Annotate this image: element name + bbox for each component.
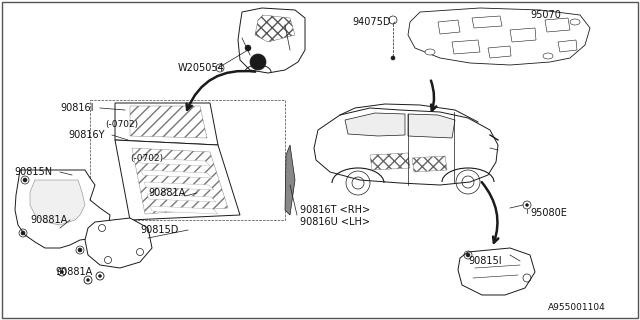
Polygon shape (458, 248, 535, 295)
Polygon shape (412, 156, 447, 172)
Circle shape (21, 231, 25, 235)
Polygon shape (255, 15, 295, 42)
Circle shape (23, 178, 27, 182)
Text: 90816Y: 90816Y (68, 130, 104, 140)
Polygon shape (130, 106, 207, 138)
Polygon shape (238, 8, 305, 73)
Polygon shape (408, 114, 455, 138)
Text: 95080E: 95080E (530, 208, 567, 218)
Text: 95070: 95070 (530, 10, 561, 20)
Circle shape (99, 275, 102, 277)
Circle shape (391, 56, 395, 60)
Polygon shape (30, 180, 85, 225)
Polygon shape (370, 153, 410, 170)
Polygon shape (438, 20, 460, 34)
Polygon shape (408, 8, 590, 65)
Polygon shape (85, 218, 152, 268)
Polygon shape (314, 108, 498, 185)
Polygon shape (138, 158, 210, 166)
Polygon shape (345, 113, 405, 136)
Polygon shape (545, 18, 570, 32)
Polygon shape (558, 40, 577, 52)
Circle shape (86, 278, 90, 282)
Text: 94075D: 94075D (352, 17, 390, 27)
Polygon shape (147, 194, 216, 202)
Text: 90816U <LH>: 90816U <LH> (300, 217, 370, 227)
Circle shape (250, 54, 266, 70)
Polygon shape (144, 182, 214, 190)
Ellipse shape (543, 53, 553, 59)
Circle shape (93, 240, 97, 244)
Text: 90881A: 90881A (30, 215, 67, 225)
Polygon shape (141, 170, 212, 178)
Text: (-0702): (-0702) (105, 121, 138, 130)
Text: (-0702): (-0702) (130, 154, 163, 163)
Text: 90815D: 90815D (140, 225, 179, 235)
Circle shape (254, 58, 262, 66)
Circle shape (525, 204, 529, 206)
Text: 90815N: 90815N (14, 167, 52, 177)
Text: 90815I: 90815I (468, 256, 502, 266)
Polygon shape (285, 145, 295, 215)
Ellipse shape (425, 49, 435, 55)
Text: 90881A: 90881A (55, 267, 92, 277)
Circle shape (466, 253, 470, 257)
Polygon shape (132, 148, 228, 214)
Polygon shape (115, 103, 218, 145)
Polygon shape (452, 40, 480, 54)
Ellipse shape (570, 19, 580, 25)
Text: W205054: W205054 (178, 63, 225, 73)
Circle shape (78, 248, 82, 252)
Polygon shape (115, 140, 240, 220)
Polygon shape (150, 206, 218, 214)
Text: 90816I: 90816I (60, 103, 93, 113)
Polygon shape (510, 28, 536, 42)
Text: 90881A: 90881A (148, 188, 185, 198)
Polygon shape (15, 170, 110, 248)
Circle shape (245, 45, 251, 51)
Text: 90816T <RH>: 90816T <RH> (300, 205, 370, 215)
Polygon shape (472, 16, 502, 28)
Polygon shape (488, 46, 511, 58)
Bar (90, 100, 285, 220)
Text: A955001104: A955001104 (548, 303, 605, 313)
Circle shape (61, 270, 63, 274)
